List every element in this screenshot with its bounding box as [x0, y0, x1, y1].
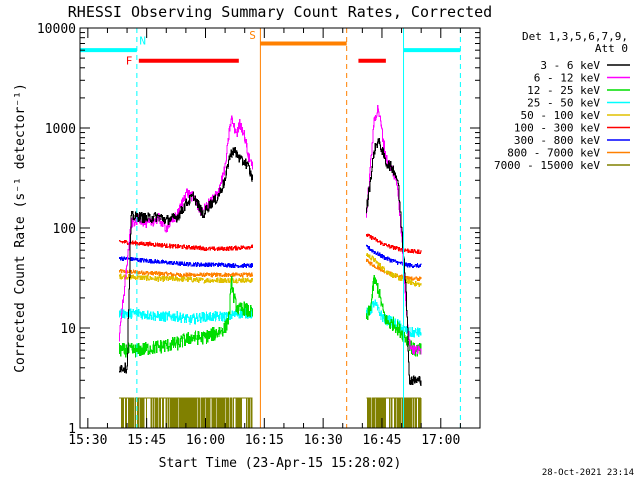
legend-label-3: 25 - 50 keV: [527, 97, 600, 110]
series-line-7-segment-3: [366, 397, 422, 429]
x-tick-label-2: 16:00: [186, 433, 225, 448]
legend-label-4: 50 - 100 keV: [521, 109, 601, 122]
y-tick-label-0: 1: [68, 422, 76, 437]
legend-header-0: Det 1,3,5,6,7,9,: [522, 30, 628, 43]
plot-area: NF S: [79, 28, 461, 429]
x-tick-label-1: 15:45: [127, 433, 166, 448]
marker-label-s: S: [249, 29, 256, 42]
series-line-2-segment-3: [366, 252, 422, 288]
x-axis: 15:30 15:45 16:00 16:15 16:30 16:45 17:00: [68, 28, 481, 448]
x-tick-label-5: 16:45: [362, 433, 401, 448]
series-line-6-segment-2: [203, 276, 253, 344]
series-line-9-segment-3: [366, 138, 422, 386]
series-line-7-segment-1: [119, 397, 204, 429]
legend-label-7: 800 - 7000 keV: [507, 147, 600, 160]
y-tick-label-4: 10000: [37, 22, 76, 37]
marker-label-n: N: [139, 35, 146, 48]
series-line-4-segment-3: [366, 233, 422, 255]
series-line-2-segment-1: [119, 273, 204, 283]
x-tick-label-3: 16:15: [245, 433, 284, 448]
legend-label-1: 6 - 12 keV: [534, 72, 601, 85]
timestamp: 28-Oct-2021 23:14: [542, 468, 634, 478]
series-line-1-segment-2: [203, 272, 253, 278]
legend-label-0: 3 - 6 keV: [540, 59, 600, 72]
legend-label-5: 100 - 300 keV: [514, 122, 600, 135]
series-line-6-segment-1: [119, 330, 204, 358]
series-line-3-segment-3: [366, 244, 422, 268]
series-line-4-segment-2: [203, 244, 253, 252]
series-line-2-segment-2: [203, 277, 253, 284]
series-line-5-segment-1: [119, 308, 204, 325]
x-axis-label: Start Time (23-Apr-15 15:28:02): [159, 456, 402, 471]
plot-frame: [79, 27, 481, 429]
series-line-9-segment-2: [203, 147, 253, 218]
legend-label-2: 12 - 25 keV: [527, 84, 600, 97]
legend-header-1: Att 0: [595, 42, 628, 55]
y-tick-label-1: 10: [60, 322, 76, 337]
marker-label-f: F: [126, 55, 133, 68]
series-line-7-segment-2: [203, 397, 253, 429]
series-line-3-segment-1: [119, 256, 204, 267]
series-line-4-segment-1: [119, 239, 204, 251]
x-tick-label-6: 17:00: [421, 433, 460, 448]
y-axis: 1 10 100 1000 10000: [37, 22, 480, 437]
legend-label-8: 7000 - 15000 keV: [494, 159, 600, 172]
y-tick-label-2: 100: [53, 222, 76, 237]
y-tick-label-3: 1000: [45, 122, 76, 137]
chart-title: RHESSI Observing Summary Count Rates, Co…: [68, 3, 492, 21]
x-tick-label-0: 15:30: [68, 433, 107, 448]
y-axis-label: Corrected Count Rate (s⁻¹ detector⁻¹): [13, 83, 28, 373]
series-line-6-segment-3: [366, 275, 422, 357]
series-line-9-segment-1: [119, 191, 204, 374]
series-line-1-segment-1: [119, 268, 204, 278]
series-line-3-segment-2: [203, 262, 253, 269]
x-tick-label-4: 16:30: [304, 433, 343, 448]
legend-label-6: 300 - 800 keV: [514, 134, 600, 147]
